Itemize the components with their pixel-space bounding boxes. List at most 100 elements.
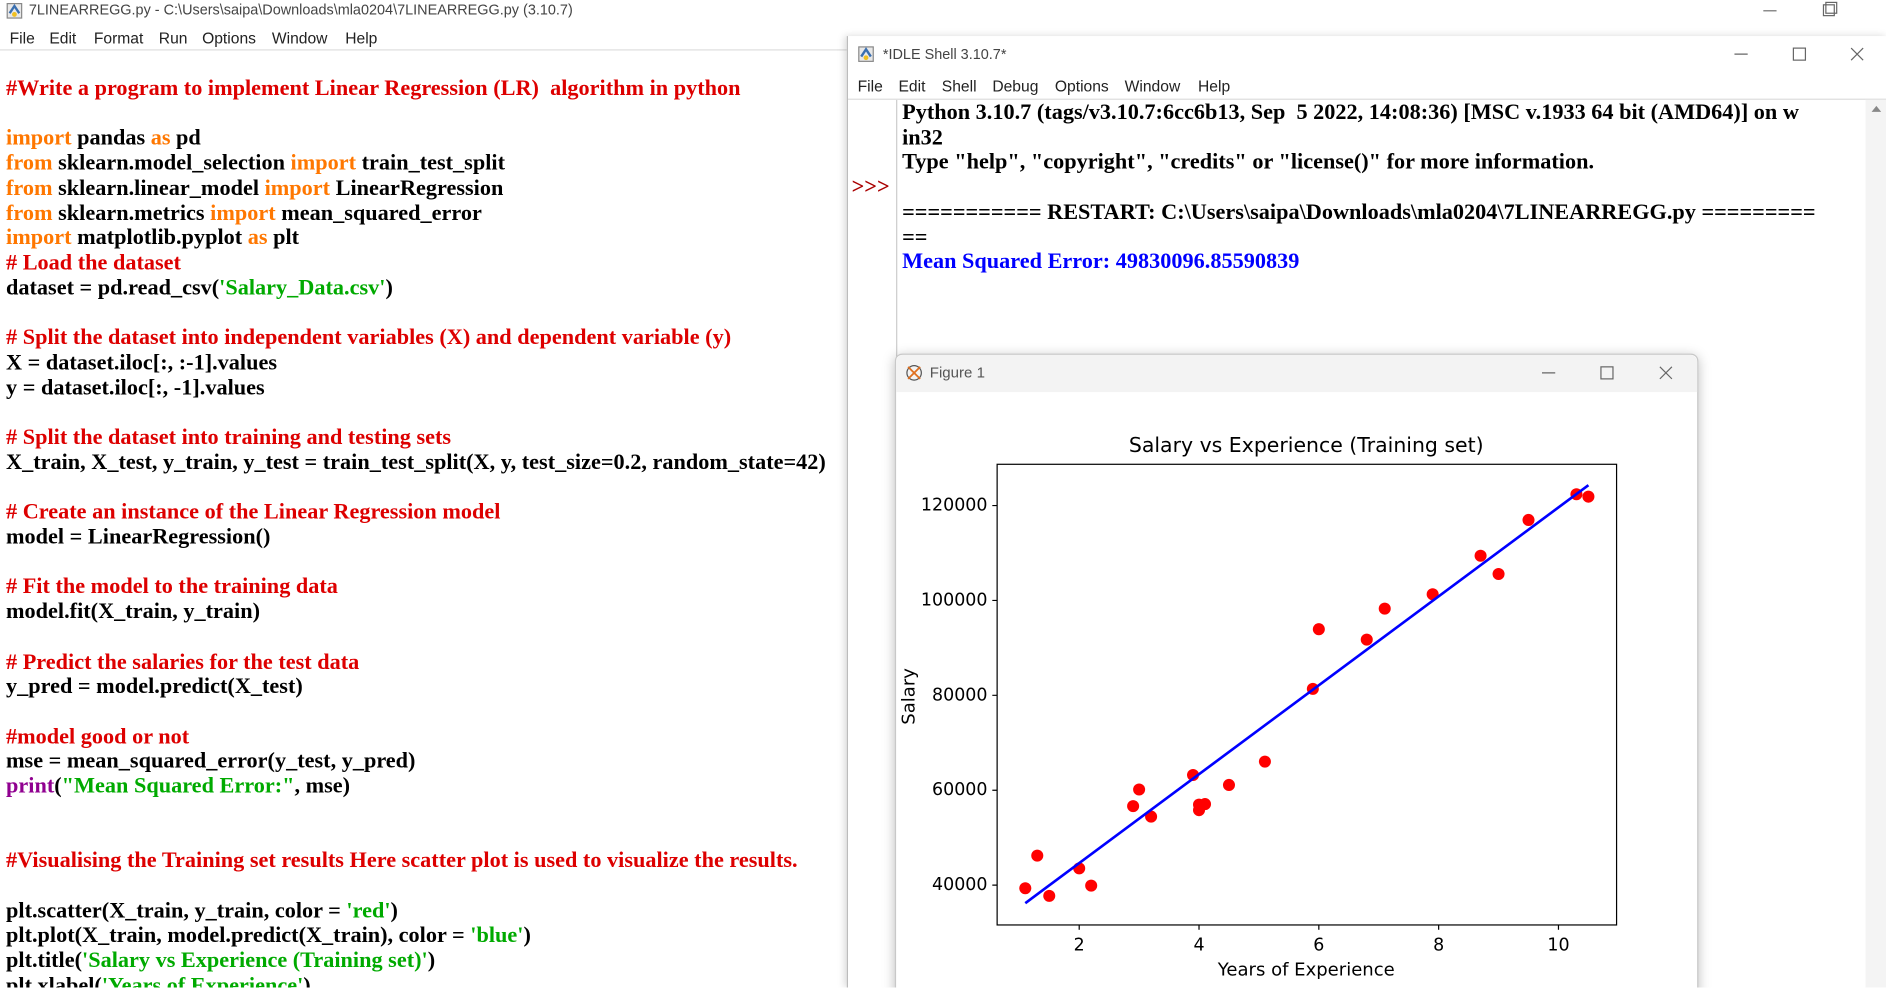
- figure-icon: [906, 365, 922, 381]
- window-title: Figure 1: [929, 364, 985, 382]
- code-token: in32: [902, 125, 943, 151]
- code-token: plt.plot(X_train, model.predict(X_train)…: [6, 924, 471, 949]
- code-token: # Fit the model to the training data: [6, 575, 338, 600]
- code-token: pd: [170, 126, 201, 151]
- menu-item[interactable]: Shell: [941, 76, 977, 96]
- menu-item[interactable]: Format: [93, 28, 144, 47]
- code-line: plt.scatter(X_train, y_train, color = 'r…: [6, 899, 398, 924]
- code-token: (: [54, 774, 62, 799]
- code-token: ): [427, 949, 436, 974]
- window-controls[interactable]: [1756, 0, 1886, 24]
- code-token: mse = mean_squared_error(y_test, y_pred): [6, 749, 416, 774]
- menu-item[interactable]: File: [857, 76, 883, 96]
- code-token: #Visualising the Training set results He…: [6, 849, 798, 874]
- code-line: Type "help", "copyright", "credits" or "…: [902, 151, 1594, 176]
- regression-line: [1024, 484, 1590, 905]
- y-tick-label: 80000: [932, 685, 987, 705]
- x-tick-label: 8: [1433, 935, 1444, 955]
- code-token: Mean Squared Error: 49830096.85590839: [902, 250, 1300, 275]
- code-token: import: [264, 176, 331, 201]
- code-line: # Split the dataset into training and te…: [6, 426, 451, 451]
- code-line: Python 3.10.7 (tags/v3.10.7:6cc6b13, Sep…: [902, 101, 1799, 126]
- scatter-point: [1222, 778, 1235, 791]
- menu-item[interactable]: Edit: [49, 28, 77, 47]
- scroll-up[interactable]: [1866, 100, 1886, 117]
- code-line: model.fit(X_train, y_train): [6, 600, 260, 625]
- code-line: y = dataset.iloc[:, -1].values: [6, 376, 265, 401]
- code-token: #Write a program to implement Linear Reg…: [6, 76, 741, 102]
- y-axis-label: Salary: [898, 668, 919, 725]
- code-line: # Predict the salaries for the test data: [6, 650, 359, 675]
- code-token: 'Salary_Data.csv': [219, 276, 386, 301]
- scatter-point: [1198, 798, 1212, 811]
- scrollbar[interactable]: [1865, 99, 1886, 988]
- menu-item[interactable]: Run: [158, 28, 188, 47]
- code-token: from: [6, 176, 53, 201]
- scatter-point: [1031, 849, 1044, 862]
- code-token: X = dataset.iloc[:, :-1].values: [6, 351, 278, 376]
- code-token: X_train, X_test, y_train, y_test = train…: [6, 450, 826, 475]
- code-token: y = dataset.iloc[:, -1].values: [6, 376, 265, 401]
- code-token: train_test_split: [356, 151, 505, 176]
- menu-item[interactable]: Debug: [992, 76, 1039, 96]
- code-token: 'Salary vs Experience (Training set)': [82, 949, 428, 974]
- code-token: import: [290, 151, 357, 176]
- menu-item[interactable]: Window: [1124, 76, 1181, 96]
- code-token: from: [6, 201, 53, 226]
- window-controls[interactable]: [1534, 362, 1698, 386]
- code-token: 'blue': [470, 924, 524, 949]
- figure-window: Figure 1 Salary vs Experience (Training …: [894, 353, 1699, 988]
- code-token: plt: [267, 226, 300, 251]
- app-icon: [858, 46, 874, 62]
- title-bar: [896, 354, 1698, 393]
- code-line: plt.title('Salary vs Experience (Trainin…: [6, 949, 435, 974]
- menu-item[interactable]: Options: [202, 28, 256, 47]
- code-token: 'red': [346, 899, 391, 924]
- scatter-point: [1378, 602, 1391, 615]
- menu-item[interactable]: Edit: [898, 76, 926, 96]
- code-line: plt.xlabel('Years of Experience'): [6, 974, 311, 987]
- menu-item[interactable]: Help: [345, 28, 378, 47]
- axes-frame: [996, 463, 1618, 926]
- scatter-point: [1133, 783, 1146, 796]
- code-line: print("Mean Squared Error:", mse): [6, 775, 350, 800]
- menu-item[interactable]: Options: [1054, 76, 1109, 96]
- code-line: #model good or not: [6, 725, 189, 750]
- code-token: as: [247, 226, 268, 251]
- code-line: #Visualising the Training set results He…: [6, 850, 798, 875]
- code-token: plt.title(: [6, 949, 83, 974]
- scatter-point: [1043, 889, 1056, 902]
- code-token: "Mean Squared Error:": [61, 774, 295, 799]
- code-token: model = LinearRegression(): [6, 525, 271, 550]
- code-token: ==: [902, 225, 928, 250]
- window-controls[interactable]: [1726, 41, 1886, 70]
- code-token: as: [150, 126, 171, 151]
- code-token: , mse): [294, 774, 351, 799]
- code-line: plt.plot(X_train, model.predict(X_train)…: [6, 924, 531, 949]
- code-token: sklearn.model_selection: [52, 151, 291, 176]
- code-token: ): [385, 276, 393, 301]
- code-token: plt.scatter(X_train, y_train, color =: [6, 899, 347, 924]
- code-line: import pandas as pd: [6, 127, 201, 152]
- menu-item[interactable]: File: [9, 28, 35, 47]
- menu-bar: File Edit Shell Debug Options Window Help: [848, 75, 1886, 99]
- code-token: import: [6, 226, 72, 251]
- code-token: Python 3.10.7 (tags/v3.10.7:6cc6b13, Sep…: [902, 101, 1799, 126]
- menu-item[interactable]: Help: [1197, 76, 1231, 96]
- code-line: # Create an instance of the Linear Regre…: [6, 501, 500, 526]
- code-token: # Create an instance of the Linear Regre…: [6, 500, 501, 525]
- code-token: LinearRegression: [330, 176, 504, 201]
- separator: [847, 98, 1886, 100]
- code-line: ==: [902, 226, 927, 251]
- menu-item[interactable]: Window: [271, 28, 328, 47]
- code-line: mse = mean_squared_error(y_test, y_pred): [6, 750, 415, 775]
- scatter-point: [1019, 882, 1032, 895]
- code-token: dataset = pd.read_csv(: [6, 276, 220, 301]
- code-line: from sklearn.metrics import mean_squared…: [6, 202, 482, 227]
- code-token: 'Years of Experience': [101, 974, 304, 988]
- y-tick-label: 120000: [921, 496, 988, 516]
- code-line: model = LinearRegression(): [6, 526, 270, 551]
- code-token: Type "help", "copyright", "credits" or "…: [902, 150, 1595, 175]
